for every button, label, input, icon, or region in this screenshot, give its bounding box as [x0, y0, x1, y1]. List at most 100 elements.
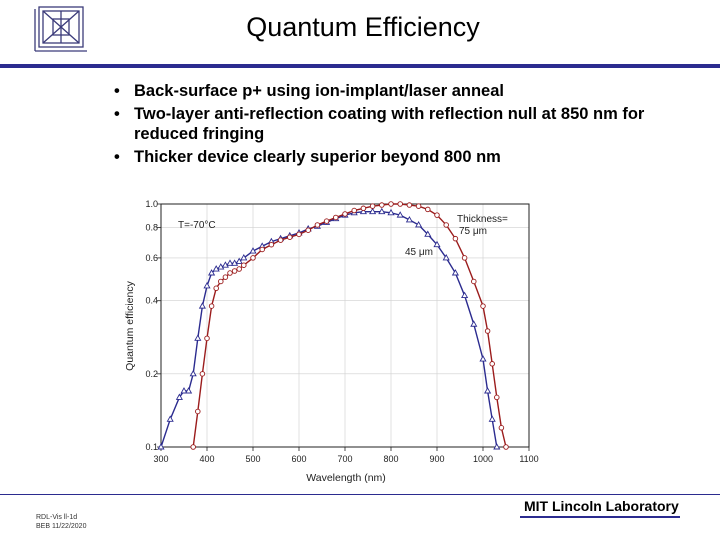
data-point [442, 253, 450, 261]
data-point [323, 218, 330, 224]
data-point [203, 282, 211, 289]
data-point [198, 302, 206, 309]
data-point [470, 320, 478, 327]
annotation-thickness: Thickness= [457, 214, 508, 225]
annotation-75um: 75 μm [459, 226, 487, 237]
data-point [236, 266, 242, 272]
data-point [433, 240, 441, 248]
x-axis-label: Wavelength (nm) [306, 472, 386, 484]
data-point [378, 207, 386, 215]
y-tick-label: 0.8 [145, 223, 158, 233]
data-point [314, 222, 321, 228]
data-point [425, 206, 431, 213]
x-tick-label: 500 [245, 454, 260, 464]
data-point [415, 203, 422, 209]
mit-ll-logo-icon [34, 6, 87, 52]
data-point [199, 371, 206, 377]
data-point [250, 255, 256, 261]
data-point [212, 265, 220, 272]
data-point [484, 328, 491, 334]
data-point [166, 415, 174, 422]
data-point [451, 269, 459, 276]
x-tick-label: 300 [153, 454, 168, 464]
data-point [489, 361, 495, 367]
y-axis-ticks: 0.1 0.2 0.4 0.6 0.8 1.0 [145, 199, 161, 452]
bullet-list: Back-surface p+ using ion-implant/laser … [114, 81, 674, 170]
x-tick-label: 1100 [519, 454, 538, 464]
data-point [359, 207, 367, 215]
data-point [208, 303, 215, 309]
footer-ref-line2: BEB 11/22/2020 [36, 523, 87, 530]
data-point [208, 269, 216, 276]
data-point [195, 408, 201, 415]
data-point [180, 387, 188, 394]
data-point [351, 207, 357, 214]
data-point [360, 205, 367, 212]
data-point [249, 247, 257, 254]
data-point [498, 425, 505, 431]
bullet-item: Back-surface p+ using ion-implant/laser … [114, 81, 674, 101]
data-point [405, 215, 413, 223]
data-point [424, 230, 432, 237]
data-point [443, 222, 449, 228]
data-point [204, 335, 210, 342]
annotation-temperature: T=-70°C [178, 220, 216, 231]
x-tick-label: 700 [337, 454, 352, 464]
data-point [406, 202, 413, 208]
data-point [240, 253, 248, 261]
data-point [268, 241, 275, 248]
y-tick-label: 0.2 [145, 369, 158, 379]
y-tick-label: 0.4 [145, 296, 158, 306]
data-point [342, 211, 348, 217]
data-point [157, 443, 165, 450]
data-point [479, 355, 487, 362]
footer-ref: RDL-Vis ll-1d BEB 11/22/2020 [36, 513, 86, 531]
data-point [471, 278, 477, 285]
bullet-item: Two-layer anti-reflection coating with r… [114, 104, 674, 144]
x-tick-label: 1000 [473, 454, 493, 464]
x-tick-label: 900 [429, 454, 444, 464]
footer-divider [0, 494, 720, 495]
x-tick-label: 600 [291, 454, 306, 464]
data-point [227, 270, 233, 276]
data-point [396, 211, 404, 218]
data-point [231, 259, 239, 266]
data-point [434, 212, 440, 218]
data-point [175, 393, 183, 400]
data-point [235, 257, 243, 264]
data-point [388, 201, 394, 207]
series-45um [157, 207, 501, 450]
data-point [503, 444, 509, 450]
y-tick-label: 0.1 [145, 442, 158, 452]
data-point [397, 201, 403, 207]
data-point [231, 268, 238, 274]
data-point [415, 221, 423, 228]
data-point [461, 255, 468, 261]
data-point [333, 214, 339, 221]
data-point [488, 415, 496, 422]
data-point [221, 261, 229, 268]
series-75um [190, 201, 509, 450]
data-point [217, 263, 225, 270]
series-line [192, 203, 507, 448]
bullet-item: Thicker device clearly superior beyond 8… [114, 147, 674, 167]
title-divider [0, 64, 720, 68]
data-point [484, 387, 492, 394]
footer-ref-line1: RDL-Vis ll-1d [36, 514, 78, 521]
data-point [259, 246, 265, 253]
data-point [277, 237, 284, 243]
x-axis-ticks: 300 400 500 600 700 800 900 1000 1100 [153, 447, 539, 464]
data-point [189, 369, 197, 377]
slide-title: Quantum Efficiency [246, 12, 480, 42]
data-point [305, 227, 311, 233]
data-point [213, 285, 219, 292]
data-point [494, 394, 500, 401]
data-point [241, 262, 247, 268]
data-point [379, 202, 385, 208]
x-tick-label: 400 [199, 454, 214, 464]
data-point [222, 274, 229, 280]
y-axis-label: Quantum efficiency [124, 280, 136, 370]
data-point [369, 207, 377, 215]
data-point [190, 444, 196, 450]
